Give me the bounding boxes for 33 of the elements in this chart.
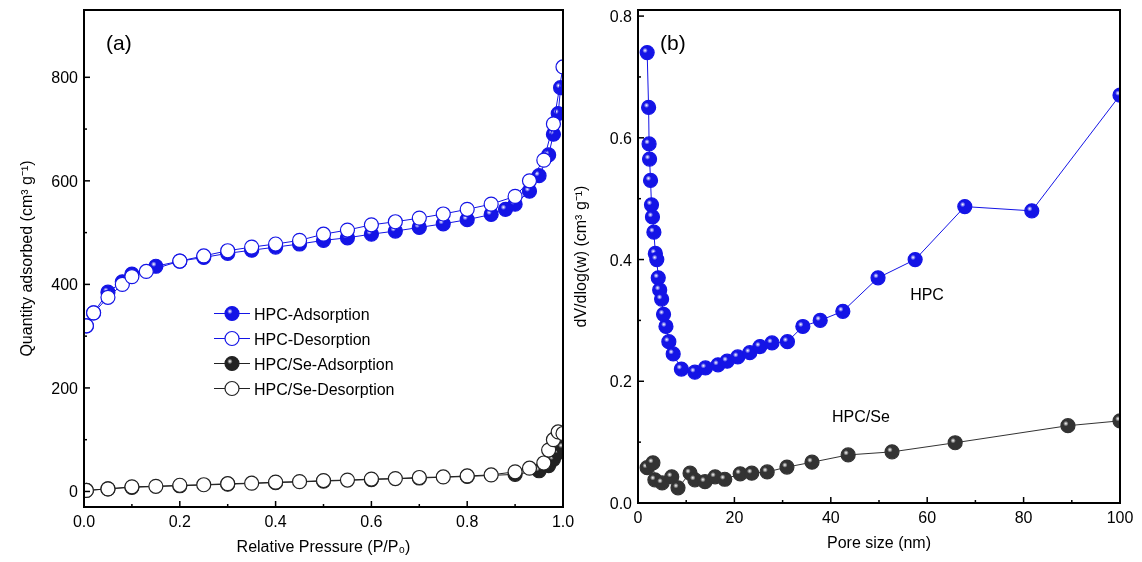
text: (a) xyxy=(106,31,132,54)
legend-label: HPC/Se-Adsorption xyxy=(254,355,394,373)
y-tick-label: 0 xyxy=(69,483,79,501)
x-axis-title: Pore size (nm) xyxy=(826,534,932,551)
x-tick-label: 80 xyxy=(1014,509,1033,526)
text: (b) xyxy=(660,31,686,54)
x-tick-label: 1.0 xyxy=(551,513,575,530)
y-tick-label: 800 xyxy=(51,69,79,87)
y-tick-label: 0.8 xyxy=(609,8,633,26)
x-tick-label: 0.0 xyxy=(72,513,96,530)
x-tick-label: 40 xyxy=(821,509,840,526)
legend-label: HPC-Adsorption xyxy=(254,305,370,323)
legend-label: HPC/Se-Desorption xyxy=(254,380,395,398)
x-tick-label: 0.6 xyxy=(360,513,383,530)
y-tick-label: 0.0 xyxy=(609,495,633,512)
y-tick-label: 0.6 xyxy=(609,129,633,147)
y-axis-title: dV/dlog(w) (cm³ g⁻¹) xyxy=(572,185,589,328)
series-label: HPC/Se xyxy=(832,407,890,425)
y-tick-label: 0.4 xyxy=(609,251,633,269)
x-tick-label: 0.4 xyxy=(264,513,287,530)
x-tick-label: 100 xyxy=(1106,509,1134,526)
x-tick-label: 20 xyxy=(725,509,744,526)
y-tick-label: 0.2 xyxy=(609,373,633,391)
y-axis-title: Quantity adsorbed (cm³ g⁻¹) xyxy=(18,160,35,357)
x-axis-title: Relative Pressure (P/P₀) xyxy=(236,538,411,555)
y-tick-label: 200 xyxy=(51,379,79,397)
y-tick-label: 400 xyxy=(51,276,79,294)
x-tick-label: 60 xyxy=(918,509,937,526)
series-label: HPC xyxy=(910,285,944,303)
y-tick-label: 600 xyxy=(51,172,79,190)
x-tick-label: 0.2 xyxy=(168,513,192,530)
legend-label: HPC-Desorption xyxy=(254,330,371,348)
x-tick-label: 0.8 xyxy=(456,513,479,530)
